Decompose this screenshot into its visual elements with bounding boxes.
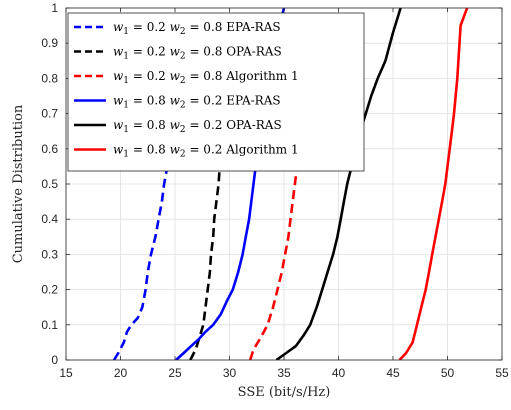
legend-label: w1 = 0.8 w2 = 0.2 Algorithm 1 bbox=[113, 143, 299, 160]
legend-entry: w1 = 0.8 w2 = 0.2 OPA-RAS bbox=[74, 118, 282, 135]
legend-label: w1 = 0.8 w2 = 0.2 EPA-RAS bbox=[113, 94, 281, 111]
x-tick-label: 50 bbox=[441, 366, 455, 380]
legend-entry: w1 = 0.2 w2 = 0.8 OPA-RAS bbox=[74, 45, 282, 62]
x-tick-label: 30 bbox=[223, 366, 237, 380]
legend-label: w1 = 0.8 w2 = 0.2 OPA-RAS bbox=[113, 118, 282, 135]
x-tick-label: 45 bbox=[386, 366, 400, 380]
y-tick-label: 0.5 bbox=[41, 177, 58, 191]
series-line-5 bbox=[275, 8, 402, 360]
x-tick-label: 40 bbox=[332, 366, 346, 380]
series-line-1 bbox=[112, 95, 178, 360]
y-axis-label: Cumulative Distribution bbox=[11, 104, 26, 263]
legend-box bbox=[67, 12, 365, 172]
legend-entry: w1 = 0.8 w2 = 0.2 EPA-RAS bbox=[74, 94, 281, 111]
x-tick-labels: 15 20 25 30 35 40 45 50 55 bbox=[59, 366, 509, 380]
y-tick-label: 0.7 bbox=[41, 107, 58, 121]
x-tick-label: 20 bbox=[114, 366, 128, 380]
y-tick-label: 0.1 bbox=[41, 318, 58, 332]
legend: w1 = 0.2 w2 = 0.8 EPA-RAS w1 = 0.2 w2 = 0… bbox=[67, 12, 365, 172]
legend-label: w1 = 0.2 w2 = 0.8 EPA-RAS bbox=[113, 20, 281, 37]
series-line-6 bbox=[398, 8, 469, 360]
x-tick-label: 15 bbox=[59, 366, 73, 380]
x-tick-label: 55 bbox=[495, 366, 509, 380]
y-tick-label: 0 bbox=[51, 353, 58, 367]
x-tick-label: 35 bbox=[277, 366, 291, 380]
y-tick-label: 0.6 bbox=[41, 142, 58, 156]
y-tick-label: 0.3 bbox=[41, 247, 58, 261]
x-tick-label: 25 bbox=[168, 366, 182, 380]
y-tick-label: 1 bbox=[51, 1, 58, 15]
y-tick-label: 0.8 bbox=[41, 71, 58, 85]
y-tick-label: 0.2 bbox=[41, 283, 58, 297]
legend-entry: w1 = 0.8 w2 = 0.2 Algorithm 1 bbox=[74, 143, 299, 160]
y-tick-labels: 0 0.1 0.2 0.3 0.4 0.5 0.6 0.7 0.8 0.9 1 bbox=[41, 1, 58, 367]
legend-label: w1 = 0.2 w2 = 0.8 Algorithm 1 bbox=[113, 69, 299, 86]
legend-entry: w1 = 0.2 w2 = 0.8 Algorithm 1 bbox=[74, 69, 299, 86]
y-tick-label: 0.4 bbox=[41, 212, 58, 226]
x-axis-label: SSE (bit/s/Hz) bbox=[238, 385, 331, 400]
legend-entry: w1 = 0.2 w2 = 0.8 EPA-RAS bbox=[74, 20, 281, 37]
y-tick-label: 0.9 bbox=[41, 36, 58, 50]
legend-label: w1 = 0.2 w2 = 0.8 OPA-RAS bbox=[113, 45, 282, 62]
series-line-2 bbox=[189, 78, 233, 360]
